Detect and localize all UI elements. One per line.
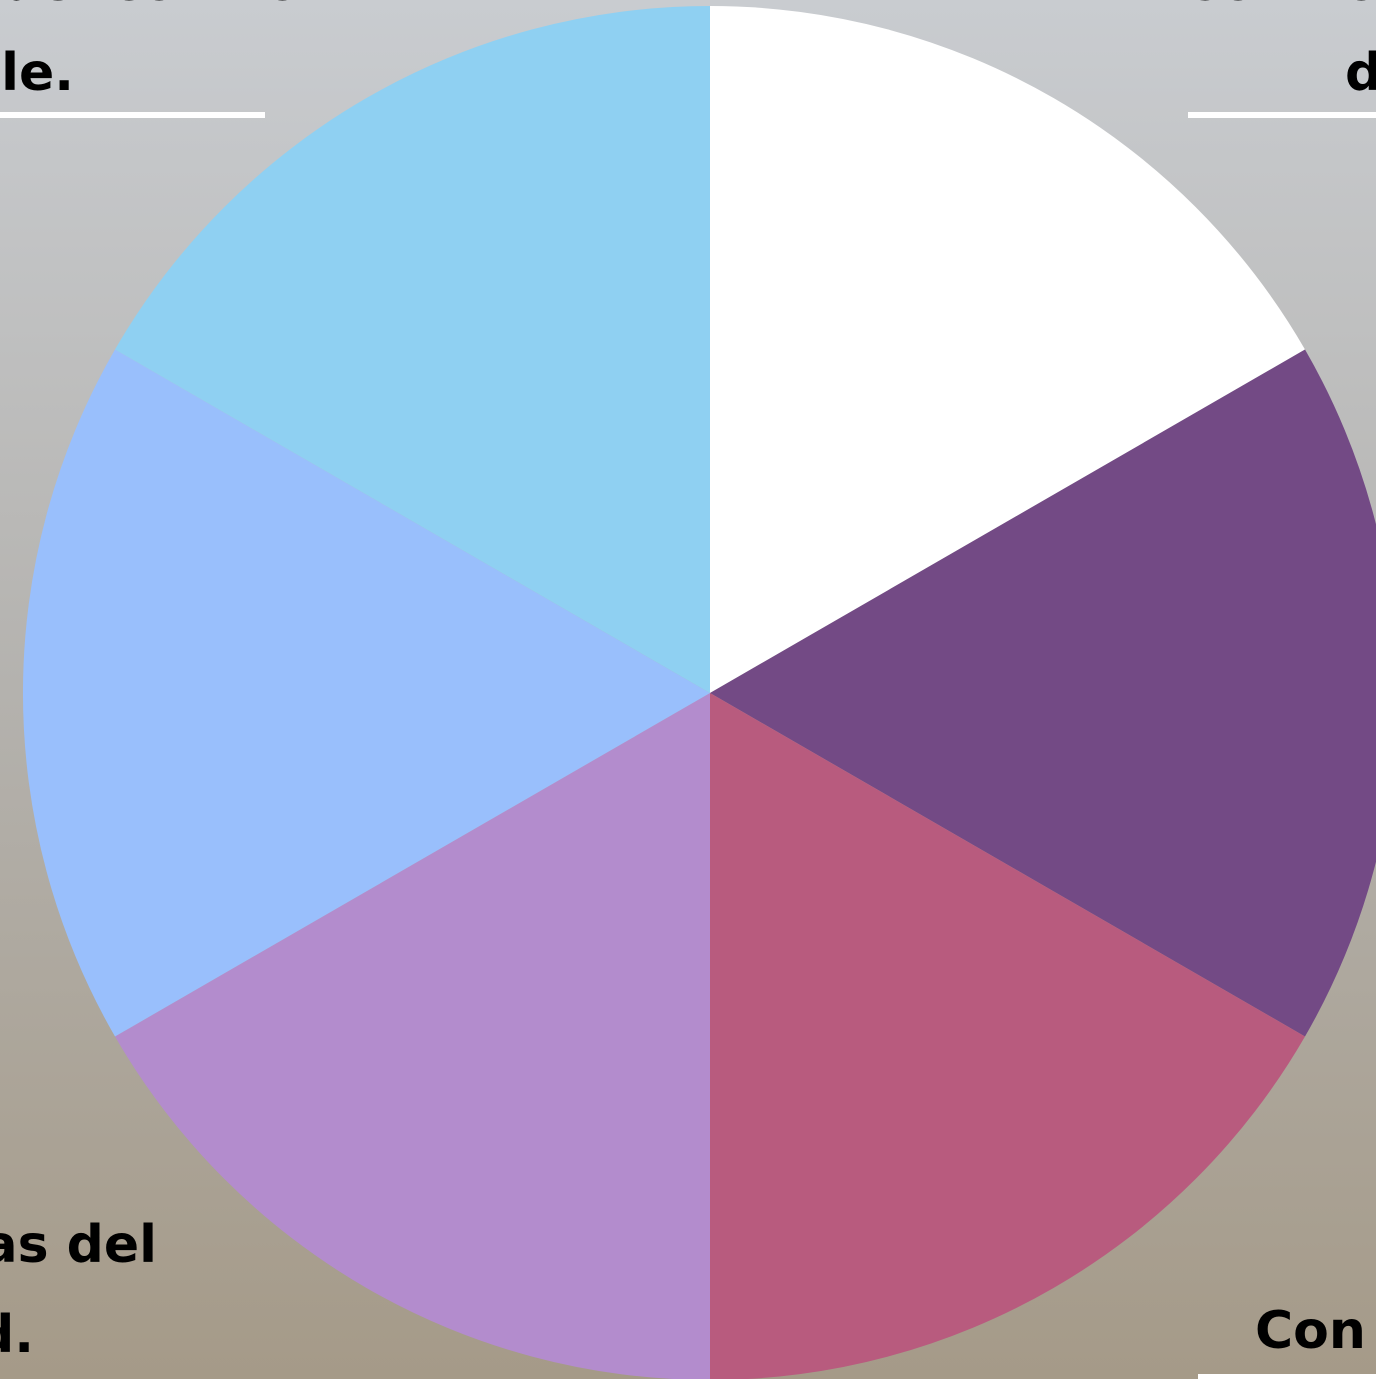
label-text: as del xyxy=(0,1215,157,1275)
wedge xyxy=(710,5,1305,693)
wheel xyxy=(22,5,1376,1379)
wedge xyxy=(710,693,1305,1379)
wedge xyxy=(115,693,710,1379)
label-text: Contro xyxy=(1182,0,1376,13)
label-text: Con xyxy=(1255,1301,1366,1361)
label-text: le. xyxy=(1,43,74,103)
label-text: del control xyxy=(2,0,318,13)
wedge xyxy=(710,349,1376,1037)
label-text: d. xyxy=(0,1305,34,1365)
wedge xyxy=(115,6,710,693)
label-text: d xyxy=(1345,43,1376,103)
wedge xyxy=(22,349,711,1037)
